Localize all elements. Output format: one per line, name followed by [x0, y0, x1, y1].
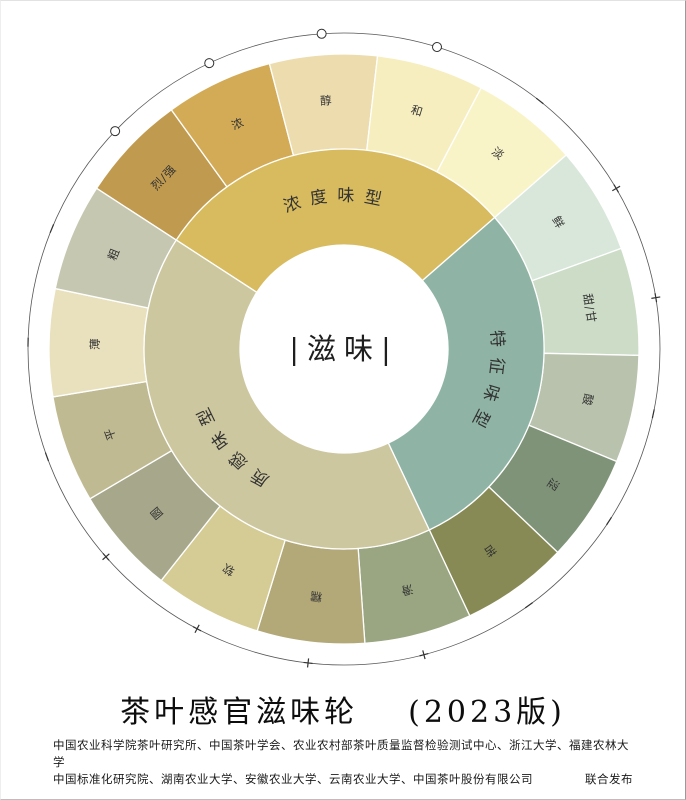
wheel-center-label: |滋味| — [289, 332, 399, 366]
rim-mark-minus — [524, 602, 533, 609]
rim-mark-minus — [44, 452, 50, 462]
rim-mark-minus — [651, 409, 655, 419]
wheel-term-label: 甜/甘 — [580, 293, 599, 325]
publishers-line-2: 中国标准化研究院、湖南农业大学、安徽农业大学、云南农业大学、中国茶叶股份有限公司 — [53, 772, 533, 786]
rim-mark-minus — [535, 97, 544, 105]
wheel-term-label: 和 — [409, 103, 425, 120]
rim-mark-plus — [192, 624, 202, 634]
wheel-term-label: 平 — [101, 426, 118, 443]
rim-mark-minus — [606, 517, 612, 526]
publishers-footer: 中国农业科学院茶叶研究所、中国茶叶学会、农业农村部茶叶质量监督检验测试中心、浙江… — [53, 737, 633, 788]
wheel-term-label: 粗 — [105, 246, 123, 263]
rim-mark-plus — [102, 553, 110, 561]
chart-title-row: 茶叶感官滋味轮 (2023版) — [1, 687, 685, 731]
rim-mark-minus — [49, 224, 55, 233]
wheel-center-hole — [240, 245, 448, 453]
rim-mark-plus — [419, 650, 429, 660]
publisher-credit: 联合发布 — [585, 772, 633, 786]
chart-edition: (2023版) — [408, 695, 566, 730]
rim-mark-plus — [612, 184, 621, 193]
taste-wheel-container: 烈/强浓醇和淡浓 度 味 型鲜甜/甘酸涩苦特 征 味 型滑糯软圆平薄粗质 感 味… — [1, 1, 685, 673]
rim-mark-circle — [432, 42, 443, 52]
wheel-term-label: 酸 — [580, 392, 596, 407]
wheel-term-label: 鲜 — [549, 214, 567, 232]
wheel-term-label: 浓 — [229, 115, 246, 133]
wheel-term-label: 薄 — [88, 337, 102, 350]
wheel-term-label: 软 — [219, 560, 237, 578]
rim-mark-plus — [651, 293, 661, 303]
rim-mark-circle — [316, 28, 327, 39]
chart-title: 茶叶感官滋味轮 — [120, 695, 359, 730]
wheel-rim-circle — [27, 32, 661, 666]
publishers-line-1: 中国农业科学院茶叶研究所、中国茶叶学会、农业农村部茶叶质量监督检验测试中心、浙江… — [53, 738, 629, 769]
wheel-term-label: 滑 — [399, 582, 415, 599]
rim-mark-circle — [204, 58, 215, 69]
rim-mark-circle — [110, 126, 121, 137]
wheel-term-label: 醇 — [320, 93, 333, 108]
wheel-term-label: 糯 — [309, 589, 323, 604]
rim-mark-plus — [303, 658, 313, 668]
